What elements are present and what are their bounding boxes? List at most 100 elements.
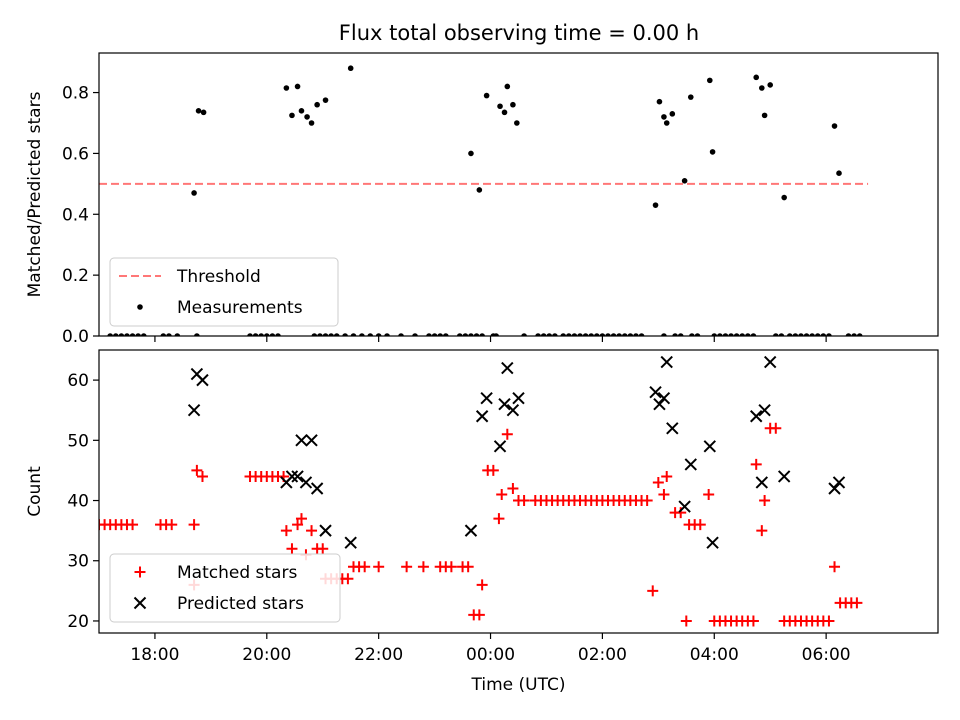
matched-star-point — [445, 561, 457, 573]
predicted-star-point — [678, 500, 691, 513]
measurement-point — [745, 333, 751, 336]
legend-label: Measurements — [177, 298, 303, 318]
predicted-star-point — [344, 536, 357, 549]
measurement-point — [786, 333, 793, 336]
measurement-point — [599, 333, 606, 336]
axes-frame — [98, 52, 939, 337]
measurement-point — [582, 333, 589, 336]
measurement-point — [621, 333, 628, 336]
measurement-point — [753, 74, 760, 81]
measurement-point — [476, 187, 483, 193]
x-tick-label: 20:00 — [242, 645, 291, 665]
matched-star-point — [373, 561, 385, 573]
measurement-point — [473, 333, 480, 336]
x-tick-label: 04:00 — [690, 645, 739, 665]
measurement-point — [129, 333, 136, 336]
measurement-point — [610, 333, 617, 336]
measurement-point — [118, 333, 125, 336]
predicted-star-point — [299, 476, 313, 489]
matched-star-point — [127, 519, 139, 531]
matched-star-point — [342, 573, 354, 585]
measurement-point — [803, 333, 810, 336]
measurement-point — [359, 333, 365, 336]
measurement-point — [594, 333, 600, 336]
measurement-point — [135, 333, 141, 336]
matched-star-point — [401, 561, 413, 573]
predicted-star-point — [506, 404, 520, 417]
measurement-point — [342, 333, 348, 336]
x-tick-label: 00:00 — [466, 645, 515, 665]
measurement-point — [826, 333, 832, 336]
measurement-point — [814, 333, 821, 336]
measurement-point — [283, 85, 290, 91]
predicted-star-point — [649, 385, 662, 399]
measurement-point — [289, 112, 295, 119]
measurement-point — [689, 333, 695, 336]
predicted-star-point — [703, 440, 716, 453]
measurement-point — [258, 333, 265, 336]
legend-marker — [137, 304, 143, 310]
matched-star-point — [647, 585, 659, 597]
y-tick-label: 30 — [67, 552, 89, 572]
predicted-star-point — [501, 361, 514, 375]
matched-star-point — [770, 422, 782, 434]
measurement-point — [856, 333, 863, 336]
measurement-point — [317, 333, 323, 336]
measurement-point — [140, 333, 147, 336]
matched-star-point — [292, 519, 304, 531]
measurement-point — [437, 333, 443, 336]
measurement-point — [347, 65, 354, 72]
predicted-star-point — [464, 524, 478, 537]
measurement-point — [375, 333, 382, 336]
predicted-star-point — [295, 434, 308, 447]
plot-area — [99, 65, 869, 336]
measurement-point — [772, 333, 779, 336]
matched-star-point — [496, 489, 508, 501]
measurement-point — [652, 202, 659, 208]
measurement-point — [781, 194, 787, 201]
matched-star-point — [851, 597, 863, 609]
matched-star-point — [675, 507, 687, 519]
measurement-point — [739, 333, 746, 336]
measurement-point — [431, 333, 438, 336]
measurement-point — [308, 120, 315, 126]
measurement-point — [687, 94, 694, 100]
y-tick-label: 0.8 — [62, 84, 89, 104]
predicted-star-point — [187, 404, 201, 417]
measurement-point — [191, 190, 197, 196]
predicted-star-point — [310, 482, 324, 495]
measurement-point — [166, 333, 172, 336]
measurement-point — [656, 98, 663, 105]
measurement-point — [311, 333, 318, 336]
x-tick-label: 18:00 — [130, 645, 179, 665]
predicted-star-point — [755, 476, 769, 489]
measurement-point — [792, 333, 799, 336]
x-axis-label: Time (UTC) — [471, 675, 566, 695]
measurement-point — [706, 77, 713, 84]
measurement-point — [750, 333, 757, 336]
axes-frame — [98, 349, 939, 634]
legend-label: Threshold — [176, 267, 261, 287]
top-panel: 0.0 0.2 0.4 0.6 0.8 Matched/Predicted stars Th… — [25, 52, 939, 347]
x-tick-label: 02:00 — [578, 645, 627, 665]
measurement-point — [571, 333, 578, 336]
measurement-point — [493, 333, 499, 336]
measurement-point — [442, 333, 449, 336]
matched-star-point — [462, 561, 474, 573]
measurement-point — [468, 333, 474, 336]
predicted-star-point — [285, 470, 299, 483]
legend-box — [109, 553, 341, 623]
measurement-point — [304, 114, 310, 120]
measurement-point — [195, 108, 202, 114]
measurement-point — [426, 333, 432, 336]
measurement-point — [160, 333, 167, 336]
measurement-point — [468, 150, 474, 157]
measurement-point — [722, 333, 729, 336]
measurement-point — [820, 333, 827, 336]
measurement-point — [298, 108, 305, 114]
chart-title: Flux total observing time = 0.00 h — [339, 21, 699, 45]
legend: Matched stars Predicted stars — [109, 553, 341, 623]
measurement-point — [107, 333, 113, 336]
measurement-point — [269, 333, 276, 336]
measurement-point — [322, 333, 329, 336]
